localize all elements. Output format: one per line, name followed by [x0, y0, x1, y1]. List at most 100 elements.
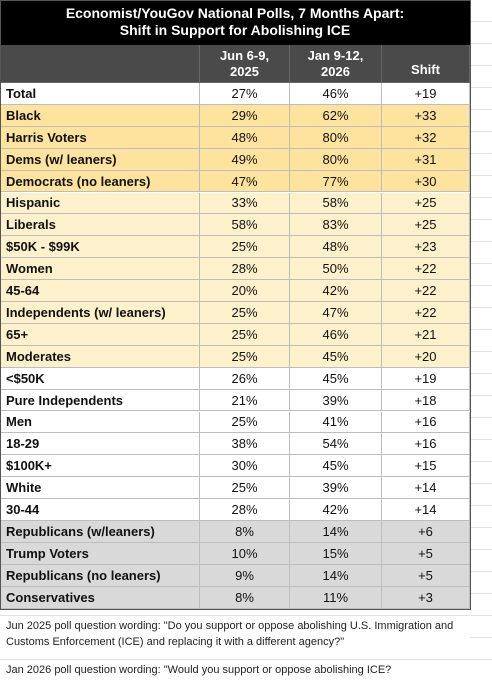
note: Jan 2026 poll question wording: "Would y… — [0, 662, 470, 678]
column-header-text: Shift — [411, 62, 440, 77]
row-label: $50K - $99K — [0, 236, 200, 259]
row-value: 83% — [290, 214, 382, 237]
row-value: 25% — [200, 477, 290, 500]
row-value: +30 — [382, 170, 470, 193]
row-value: +33 — [382, 104, 470, 127]
row-value: 33% — [200, 192, 290, 215]
row-label: Trump Voters — [0, 542, 200, 565]
row-value: 45% — [290, 455, 382, 478]
row-label: 30-44 — [0, 499, 200, 521]
row-value: 58% — [200, 214, 290, 237]
row-label: Democrats (no leaners) — [0, 170, 200, 193]
title-bar: Economist/YouGov National Polls, 7 Month… — [0, 0, 470, 45]
row-value: 45% — [290, 367, 382, 390]
row-value: 25% — [200, 302, 290, 324]
row-value: +19 — [382, 83, 470, 105]
row-value: 48% — [290, 236, 382, 259]
row-value: +15 — [382, 455, 470, 478]
column-header: Jan 9-12, 2026 — [290, 45, 382, 83]
row-value: +25 — [382, 192, 470, 215]
row-value: 77% — [290, 170, 382, 193]
row-label: Pure Independents — [0, 389, 200, 412]
row-label: 65+ — [0, 323, 200, 346]
row-value: 25% — [200, 236, 290, 259]
row-value: +16 — [382, 433, 470, 456]
row-label: Harris Voters — [0, 126, 200, 149]
column-header-text: Jun 6-9, 2025 — [219, 47, 270, 79]
row-value: 30% — [200, 455, 290, 478]
row-value: 39% — [290, 477, 382, 500]
row-value: +20 — [382, 345, 470, 368]
row-value: +21 — [382, 323, 470, 346]
row-value: +31 — [382, 148, 470, 171]
row-value: 8% — [200, 586, 290, 609]
row-value: +6 — [382, 521, 470, 543]
row-value: +23 — [382, 236, 470, 259]
row-label: Total — [0, 83, 200, 105]
row-label: Black — [0, 104, 200, 127]
row-label: 18-29 — [0, 433, 200, 456]
row-value: 28% — [200, 258, 290, 281]
row-value: 62% — [290, 104, 382, 127]
row-value: 9% — [200, 564, 290, 587]
title-line: Shift in Support for Abolishing ICE — [119, 22, 351, 38]
row-value: 42% — [290, 280, 382, 302]
row-value: +3 — [382, 586, 470, 609]
row-value: 80% — [290, 148, 382, 171]
row-value: 25% — [200, 345, 290, 368]
row-value: 11% — [290, 586, 382, 609]
row-label: Women — [0, 258, 200, 281]
row-value: +5 — [382, 542, 470, 565]
row-label: Dems (w/ leaners) — [0, 148, 200, 171]
row-value: 10% — [200, 542, 290, 565]
row-value: 27% — [200, 83, 290, 105]
row-value: 42% — [290, 499, 382, 521]
row-value: +5 — [382, 564, 470, 587]
row-value: 49% — [200, 148, 290, 171]
header-label-cell — [0, 45, 200, 83]
row-value: 15% — [290, 542, 382, 565]
row-label: Republicans (w/leaners) — [0, 521, 200, 543]
row-label: Men — [0, 411, 200, 434]
row-value: 29% — [200, 104, 290, 127]
row-value: 58% — [290, 192, 382, 215]
row-value: 14% — [290, 521, 382, 543]
note: Jun 2025 poll question wording: "Do you … — [0, 618, 470, 650]
row-value: 48% — [200, 126, 290, 149]
row-value: 46% — [290, 323, 382, 346]
row-value: 20% — [200, 280, 290, 302]
row-value: 50% — [290, 258, 382, 281]
row-value: 45% — [290, 345, 382, 368]
row-value: +22 — [382, 280, 470, 302]
row-value: +19 — [382, 367, 470, 390]
row-value: +32 — [382, 126, 470, 149]
row-value: 46% — [290, 83, 382, 105]
title-line: Economist/YouGov National Polls, 7 Month… — [65, 5, 405, 21]
row-value: +22 — [382, 302, 470, 324]
row-label: Republicans (no leaners) — [0, 564, 200, 587]
row-value: 80% — [290, 126, 382, 149]
row-label: Hispanic — [0, 192, 200, 215]
row-value: 14% — [290, 564, 382, 587]
row-value: 28% — [200, 499, 290, 521]
row-value: +25 — [382, 214, 470, 237]
row-label: $100K+ — [0, 455, 200, 478]
row-value: +16 — [382, 411, 470, 434]
row-value: 41% — [290, 411, 382, 434]
row-value: +14 — [382, 477, 470, 500]
column-header: Jun 6-9, 2025 — [200, 45, 290, 83]
row-label: <$50K — [0, 367, 200, 390]
column-header-text: Jan 9-12, 2026 — [307, 47, 364, 79]
row-value: +18 — [382, 389, 470, 412]
row-value: 54% — [290, 433, 382, 456]
row-label: White — [0, 477, 200, 500]
row-label: Conservatives — [0, 586, 200, 609]
row-value: 26% — [200, 367, 290, 390]
row-value: 25% — [200, 411, 290, 434]
row-label: Moderates — [0, 345, 200, 368]
row-value: 38% — [200, 433, 290, 456]
column-header: Shift — [382, 45, 470, 83]
row-value: +22 — [382, 258, 470, 281]
row-value: +14 — [382, 499, 470, 521]
